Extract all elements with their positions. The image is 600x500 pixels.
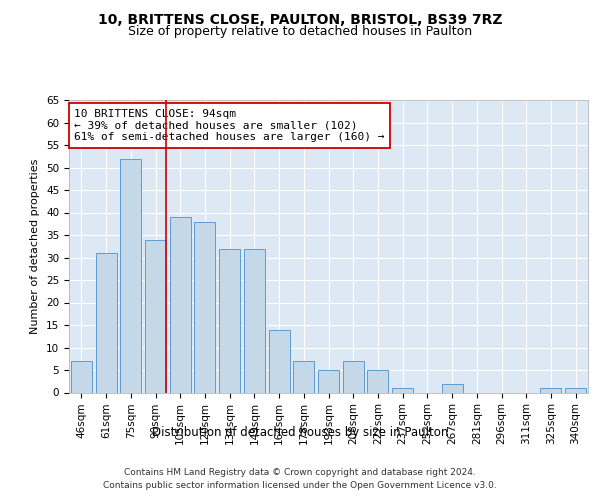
Bar — [145, 240, 166, 392]
Text: 10, BRITTENS CLOSE, PAULTON, BRISTOL, BS39 7RZ: 10, BRITTENS CLOSE, PAULTON, BRISTOL, BS… — [98, 12, 502, 26]
Text: Distribution of detached houses by size in Paulton: Distribution of detached houses by size … — [152, 426, 448, 439]
Bar — [565, 388, 586, 392]
Text: Size of property relative to detached houses in Paulton: Size of property relative to detached ho… — [128, 25, 472, 38]
Bar — [244, 248, 265, 392]
Bar — [95, 253, 116, 392]
Bar — [170, 217, 191, 392]
Bar — [293, 361, 314, 392]
Bar — [194, 222, 215, 392]
Bar — [541, 388, 562, 392]
Bar — [219, 248, 240, 392]
Bar — [318, 370, 339, 392]
Bar — [269, 330, 290, 392]
Text: Contains HM Land Registry data © Crown copyright and database right 2024.: Contains HM Land Registry data © Crown c… — [124, 468, 476, 477]
Bar — [392, 388, 413, 392]
Text: Contains public sector information licensed under the Open Government Licence v3: Contains public sector information licen… — [103, 480, 497, 490]
Text: 10 BRITTENS CLOSE: 94sqm
← 39% of detached houses are smaller (102)
61% of semi-: 10 BRITTENS CLOSE: 94sqm ← 39% of detach… — [74, 109, 385, 142]
Bar — [442, 384, 463, 392]
Y-axis label: Number of detached properties: Number of detached properties — [31, 158, 40, 334]
Bar — [343, 361, 364, 392]
Bar — [71, 361, 92, 392]
Bar — [367, 370, 388, 392]
Bar — [120, 158, 141, 392]
